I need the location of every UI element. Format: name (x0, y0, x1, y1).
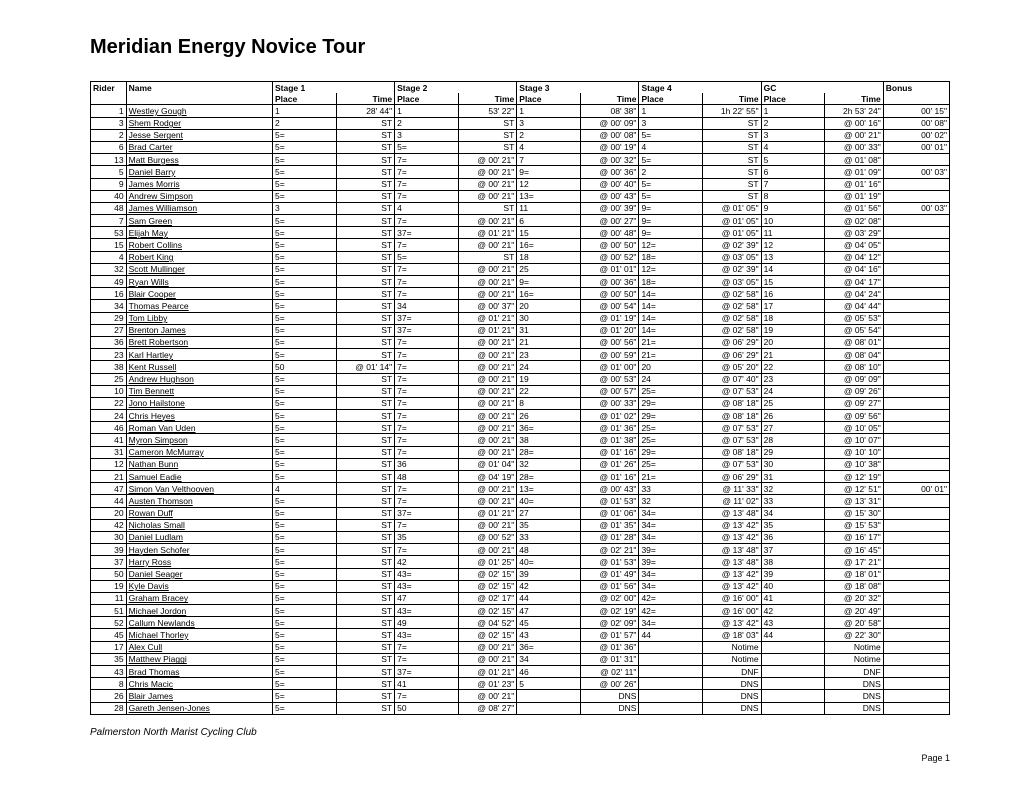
table-row: 3Shem Rodger2ST2ST3@ 00' 09"3ST2@ 00' 16… (91, 117, 950, 129)
table-row: 38Kent Russell50@ 01' 14"7=@ 00' 21"24@ … (91, 361, 950, 373)
col-stage2: Stage 2 (395, 82, 517, 94)
table-row: 1Westley Gough128' 44"153' 22"108' 38"11… (91, 105, 950, 117)
table-row: 34Thomas Pearce5=ST34@ 00' 37"20@ 00' 54… (91, 300, 950, 312)
table-row: 53Elijah May5=ST37=@ 01' 21"15@ 00' 48"9… (91, 227, 950, 239)
col-time: Time (703, 93, 762, 105)
table-row: 25Andrew Hughson5=ST7=@ 00' 21"19@ 00' 5… (91, 373, 950, 385)
table-row: 9James Morris5=ST7=@ 00' 21"12@ 00' 40"5… (91, 178, 950, 190)
col-place: Place (272, 93, 336, 105)
table-row: 21Samuel Eadie5=ST48@ 04' 19"28=@ 01' 16… (91, 471, 950, 483)
table-row: 30Daniel Ludlam5=ST35@ 00' 52"33@ 01' 28… (91, 531, 950, 543)
header-row-2: PlaceTime PlaceTime PlaceTime PlaceTime … (91, 93, 950, 105)
col-name: Name (126, 82, 272, 94)
table-row: 44Austen Thomson5=ST7=@ 00' 21"40=@ 01' … (91, 495, 950, 507)
table-row: 32Scott Mullinger5=ST7=@ 00' 21"25@ 01' … (91, 263, 950, 275)
table-row: 16Blair Cooper5=ST7=@ 00' 21"16=@ 00' 50… (91, 288, 950, 300)
table-row: 47Simon Van Velthooven4ST7=@ 00' 21"13=@… (91, 483, 950, 495)
col-time: Time (336, 93, 395, 105)
table-row: 46Roman Van Uden5=ST7=@ 00' 21"36=@ 01' … (91, 422, 950, 434)
footer-text: Palmerston North Marist Cycling Club (90, 727, 257, 738)
table-row: 29Tom Libby5=ST37=@ 01' 21"30@ 01' 19"14… (91, 312, 950, 324)
table-row: 40Andrew Simpson5=ST7=@ 00' 21"13=@ 00' … (91, 190, 950, 202)
col-time: Time (825, 93, 884, 105)
results-table: Rider Name Stage 1 Stage 2 Stage 3 Stage… (90, 81, 950, 715)
table-row: 26Blair James5=ST7=@ 00' 21"DNSDNSDNS (91, 690, 950, 702)
col-place: Place (517, 93, 581, 105)
table-row: 20Rowan Duff5=ST37=@ 01' 21"27@ 01' 06"3… (91, 507, 950, 519)
col-gc: GC (761, 82, 883, 94)
table-row: 12Nathan Bunn5=ST36@ 01' 04"32@ 01' 26"2… (91, 458, 950, 470)
table-row: 23Karl Hartley5=ST7=@ 00' 21"23@ 00' 59"… (91, 349, 950, 361)
table-row: 42Nicholas Small5=ST7=@ 00' 21"35@ 01' 3… (91, 519, 950, 531)
table-row: 24Chris Heyes5=ST7=@ 00' 21"26@ 01' 02"2… (91, 410, 950, 422)
table-row: 50Daniel Seager5=ST43=@ 02' 15"39@ 01' 4… (91, 568, 950, 580)
table-row: 4Robert King5=ST5=ST18@ 00' 52"18=@ 03' … (91, 251, 950, 263)
table-row: 2Jesse Sergent5=ST3ST2@ 00' 08"5=ST3@ 00… (91, 129, 950, 141)
table-row: 36Brett Robertson5=ST7=@ 00' 21"21@ 00' … (91, 336, 950, 348)
table-row: 48James Williamson3ST4ST11@ 00' 39"9=@ 0… (91, 202, 950, 214)
table-row: 49Ryan Wills5=ST7=@ 00' 21"9=@ 00' 36"18… (91, 276, 950, 288)
col-place: Place (639, 93, 703, 105)
table-row: 28Gareth Jensen-Jones5=ST50@ 08' 27"DNSD… (91, 702, 950, 714)
table-row: 52Callum Newlands5=ST49@ 04' 52"45@ 02' … (91, 617, 950, 629)
col-bonus: Bonus (883, 82, 949, 94)
table-row: 37Harry Ross5=ST42@ 01' 25"40=@ 01' 53"3… (91, 556, 950, 568)
table-row: 17Alex Cull5=ST7=@ 00' 21"36=@ 01' 36"No… (91, 641, 950, 653)
page-number: Page 1 (921, 753, 950, 763)
table-row: 6Brad Carter5=ST5=ST4@ 00' 19"4ST4@ 00' … (91, 141, 950, 153)
table-row: 43Brad Thomas5=ST37=@ 01' 21"46@ 02' 11"… (91, 666, 950, 678)
table-row: 15Robert Collins5=ST7=@ 00' 21"16=@ 00' … (91, 239, 950, 251)
col-stage1: Stage 1 (272, 82, 394, 94)
table-row: 45Michael Thorley5=ST43=@ 02' 15"43@ 01'… (91, 629, 950, 641)
table-row: 19Kyle Davis5=ST43=@ 02' 15"42@ 01' 56"3… (91, 580, 950, 592)
table-row: 39Hayden Schofer5=ST7=@ 00' 21"48@ 02' 2… (91, 544, 950, 556)
col-rider: Rider (91, 82, 127, 94)
page-title: Meridian Energy Novice Tour (90, 36, 950, 59)
table-row: 22Jono Hailstone5=ST7=@ 00' 21"8@ 00' 33… (91, 397, 950, 409)
table-row: 13Matt Burgess5=ST7=@ 00' 21"7@ 00' 32"5… (91, 154, 950, 166)
col-stage3: Stage 3 (517, 82, 639, 94)
table-row: 11Graham Bracey5=ST47@ 02' 17"44@ 02' 00… (91, 592, 950, 604)
col-place: Place (761, 93, 825, 105)
table-row: 35Matthew Piaggi5=ST7=@ 00' 21"34@ 01' 3… (91, 653, 950, 665)
table-row: 27Brenton James5=ST37=@ 01' 21"31@ 01' 2… (91, 324, 950, 336)
col-time: Time (458, 93, 517, 105)
table-row: 7Sam Green5=ST7=@ 00' 21"6@ 00' 27"9=@ 0… (91, 215, 950, 227)
header-row-1: Rider Name Stage 1 Stage 2 Stage 3 Stage… (91, 82, 950, 94)
table-row: 41Myron Simpson5=ST7=@ 00' 21"38@ 01' 38… (91, 434, 950, 446)
table-row: 51Michael Jordon5=ST43=@ 02' 15"47@ 02' … (91, 605, 950, 617)
col-stage4: Stage 4 (639, 82, 761, 94)
table-row: 31Cameron McMurray5=ST7=@ 00' 21"28=@ 01… (91, 446, 950, 458)
col-place: Place (395, 93, 459, 105)
table-row: 10Tim Bennett5=ST7=@ 00' 21"22@ 00' 57"2… (91, 385, 950, 397)
col-time: Time (580, 93, 639, 105)
table-row: 5Daniel Barry5=ST7=@ 00' 21"9=@ 00' 36"2… (91, 166, 950, 178)
table-row: 8Chris Macic5=ST41@ 01' 23"5@ 00' 26"DNS… (91, 678, 950, 690)
